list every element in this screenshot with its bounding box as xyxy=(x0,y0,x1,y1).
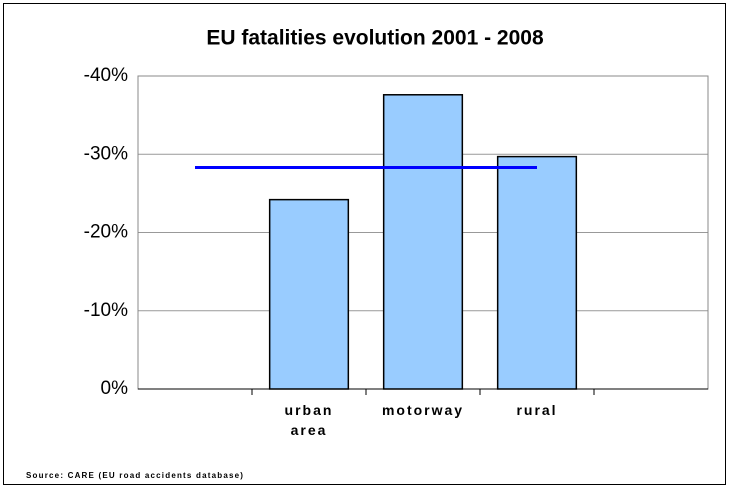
x-tick-label: urban area xyxy=(285,402,334,438)
y-tick-label: 0% xyxy=(101,378,129,399)
x-tick-label: rural xyxy=(516,402,557,418)
x-tick-label: motorway xyxy=(382,402,464,418)
y-tick-label: -10% xyxy=(84,300,128,321)
y-tick-label: -20% xyxy=(84,222,128,243)
bar xyxy=(268,198,350,390)
y-tick-label: -30% xyxy=(84,143,128,164)
bar xyxy=(496,155,578,390)
source-note: Source: CARE (EU road accidents database… xyxy=(26,471,244,480)
chart-title: EU fatalities evolution 2001 - 2008 xyxy=(206,27,544,50)
x-tick-label-line: area xyxy=(291,422,328,438)
bar xyxy=(382,94,464,390)
x-tick-label-line: urban xyxy=(285,402,334,418)
frame xyxy=(3,3,726,485)
x-tick-label-line: rural xyxy=(516,402,557,418)
x-tick-label-line: motorway xyxy=(382,402,464,418)
y-tick-label: -40% xyxy=(84,65,128,86)
